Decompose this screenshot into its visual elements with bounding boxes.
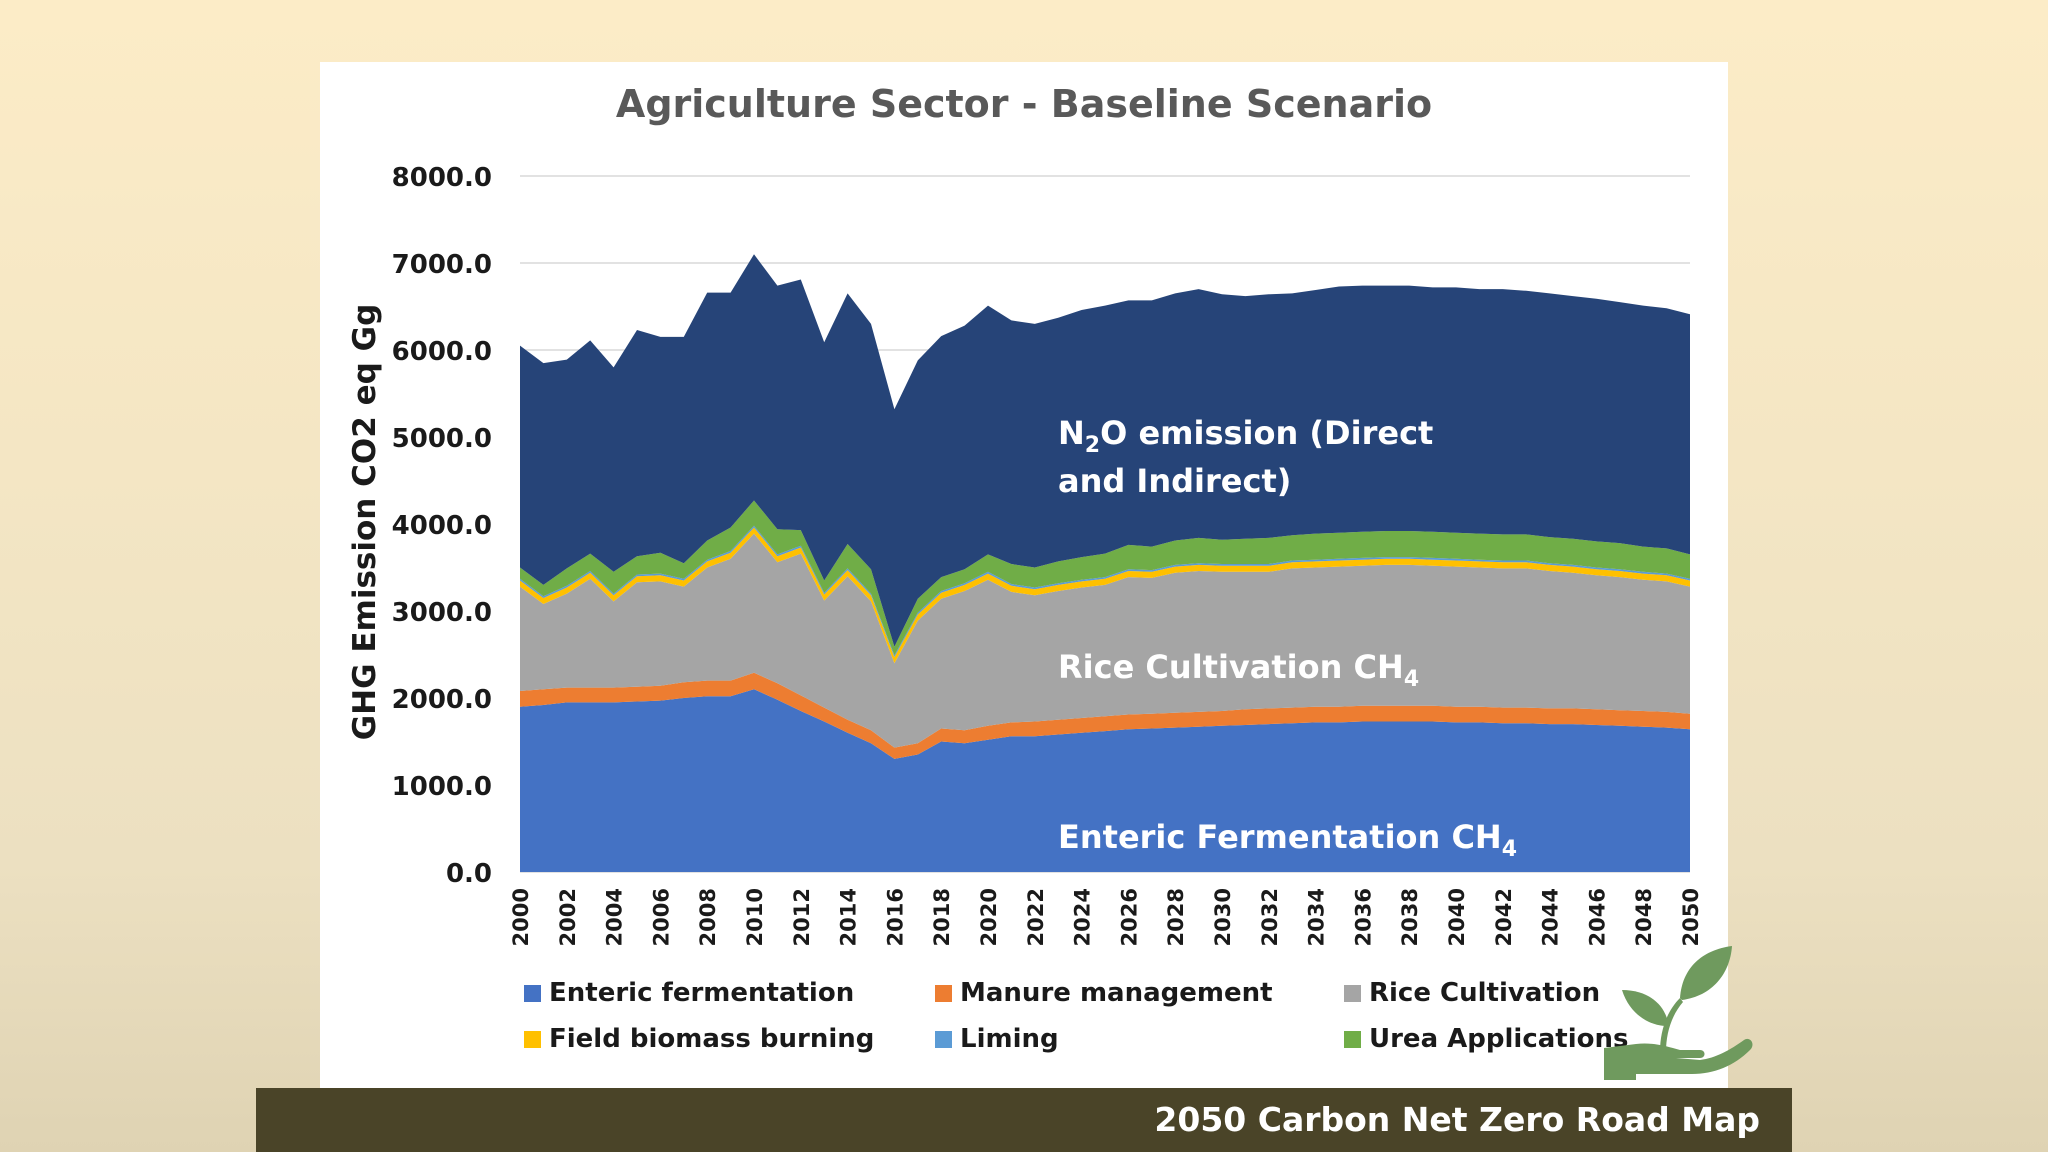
annotation-n2o-subscript: 2 (1085, 433, 1100, 458)
plant-in-hand-icon (1604, 946, 1753, 1080)
x-tick-label: 2048 (1632, 888, 1656, 946)
annotation-enteric: Enteric Fermentation CH4 (1058, 818, 1517, 862)
y-tick-label: 2000.0 (392, 685, 492, 715)
x-tick-label: 2010 (743, 888, 767, 946)
x-tick-label: 2036 (1351, 888, 1375, 946)
annotation-n2o-line2: and Indirect) (1058, 462, 1291, 500)
x-tick-label: 2038 (1398, 888, 1422, 946)
annotation-rice: Rice Cultivation CH4 (1058, 648, 1419, 692)
legend: Enteric fermentation Manure management Ric… (524, 978, 1628, 1054)
x-tick-label: 2014 (837, 888, 861, 946)
x-tick-label: 2030 (1211, 888, 1235, 946)
legend-entry: Rice Cultivation (1369, 978, 1600, 1008)
area-n2o-emission-direct-and-indirect (520, 254, 1690, 647)
x-tick-label: 2032 (1258, 888, 1282, 946)
y-tick-label: 1000.0 (392, 772, 492, 802)
annotation-n2o-part2: O emission (Direct (1100, 414, 1433, 452)
annotation-enteric-subscript: 4 (1502, 837, 1517, 862)
area-rice-cultivation (520, 533, 1690, 748)
x-tick-label: 2044 (1539, 888, 1563, 946)
legend-entry: Field biomass burning (549, 1024, 874, 1054)
x-tick-label: 2016 (883, 888, 907, 946)
y-tick-label: 5000.0 (392, 424, 492, 454)
chart-card: Agriculture Sector - Baseline Scenario 0… (320, 62, 1728, 1090)
annotation-enteric-text: Enteric Fermentation CH (1058, 818, 1502, 856)
annotation-n2o-part1: N (1058, 414, 1085, 452)
x-tick-label: 2042 (1492, 888, 1516, 946)
y-tick-label: 3000.0 (392, 598, 492, 628)
chart-title: Agriculture Sector - Baseline Scenario (616, 82, 1432, 126)
legend-entry: Liming (960, 1024, 1059, 1054)
legend-swatch (524, 1031, 541, 1048)
legend-entry: Enteric fermentation (549, 978, 854, 1008)
legend-swatch (1344, 985, 1361, 1002)
area-liming (520, 525, 1690, 658)
area-enteric-fermentation (520, 689, 1690, 872)
x-tick-label: 2000 (509, 888, 533, 946)
legend-swatch (524, 985, 541, 1002)
stacked-area-chart: Agriculture Sector - Baseline Scenario 0… (347, 82, 1703, 1054)
x-tick-label: 2026 (1117, 888, 1141, 946)
y-tick-label: 6000.0 (392, 337, 492, 367)
x-tick-label: 2006 (649, 888, 673, 946)
y-axis-tick-labels: 0.0 1000.0 2000.0 3000.0 4000.0 5000.0 6000.0 7… (392, 163, 492, 889)
legend-swatch (935, 985, 952, 1002)
annotation-rice-subscript: 4 (1404, 667, 1419, 692)
x-tick-label: 2004 (603, 888, 627, 946)
x-tick-label: 2028 (1164, 888, 1188, 946)
area-field-biomass-burning (520, 527, 1690, 664)
x-tick-label: 2012 (790, 888, 814, 946)
legend-entry: Manure management (960, 978, 1273, 1008)
footer-title: 2050 Carbon Net Zero Road Map (1154, 1100, 1760, 1139)
annotation-rice-text: Rice Cultivation CH (1058, 648, 1404, 686)
y-tick-label: 8000.0 (392, 163, 492, 193)
x-tick-label: 2024 (1071, 888, 1095, 946)
area-series (520, 254, 1690, 872)
x-tick-label: 2008 (696, 888, 720, 946)
legend-swatch (1344, 1031, 1361, 1048)
y-tick-label: 0.0 (446, 859, 492, 889)
x-tick-label: 2034 (1305, 888, 1329, 946)
area-urea-applications (520, 500, 1690, 656)
x-tick-label: 2050 (1679, 888, 1703, 946)
x-tick-label: 2018 (930, 888, 954, 946)
legend-swatch (935, 1031, 952, 1048)
x-tick-label: 2040 (1445, 888, 1469, 946)
x-tick-label: 2022 (1024, 888, 1048, 946)
footer-bar: 2050 Carbon Net Zero Road Map (256, 1088, 1792, 1152)
x-tick-label: 2046 (1585, 888, 1609, 946)
x-axis-tick-labels: 2000 2002 2004 2006 2008 2010 2012 2014 2016 2018… (509, 888, 1703, 946)
x-tick-label: 2002 (556, 888, 580, 946)
area-manure-management (520, 672, 1690, 759)
y-tick-label: 7000.0 (392, 250, 492, 280)
y-tick-label: 4000.0 (392, 511, 492, 541)
y-axis-label: GHG Emission CO2 eq Gg (347, 304, 383, 741)
annotation-n2o: N2O emission (Direct and Indirect) (1058, 414, 1444, 500)
x-tick-label: 2020 (977, 888, 1001, 946)
legend-entry: Urea Applications (1369, 1024, 1628, 1054)
